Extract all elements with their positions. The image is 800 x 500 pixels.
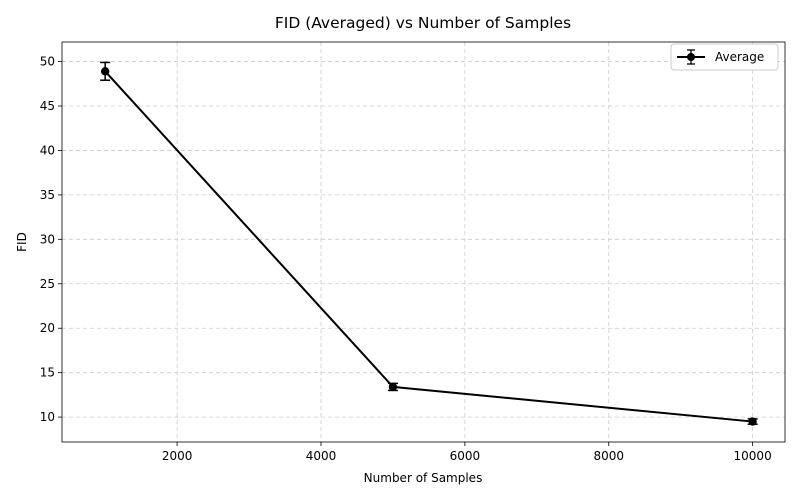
data-point bbox=[100, 67, 110, 76]
x-tick-label: 8000 bbox=[593, 449, 624, 463]
y-tick-label: 10 bbox=[40, 410, 55, 424]
x-tick-label: 10000 bbox=[734, 449, 772, 463]
x-axis-ticks: 2000 4000 6000 8000 10000 bbox=[162, 442, 772, 463]
y-tick-label: 45 bbox=[40, 99, 55, 113]
legend-box bbox=[670, 43, 779, 71]
data-point bbox=[388, 382, 398, 392]
y-tick-label: 35 bbox=[40, 188, 55, 202]
y-tick-label: 30 bbox=[40, 232, 55, 246]
legend: Average bbox=[670, 43, 779, 71]
legend-line-icon bbox=[677, 49, 705, 65]
legend-label-average: Average bbox=[715, 50, 764, 64]
chart-title: FID (Averaged) vs Number of Samples bbox=[275, 14, 571, 32]
grid-lines bbox=[62, 42, 785, 442]
y-tick-label: 15 bbox=[40, 366, 55, 380]
data-point bbox=[748, 417, 757, 426]
y-tick-label: 25 bbox=[40, 277, 55, 291]
x-tick-label: 6000 bbox=[450, 449, 481, 463]
plot-frame bbox=[61, 41, 786, 443]
y-axis-label: FID bbox=[15, 232, 29, 252]
y-tick-label: 40 bbox=[40, 143, 55, 157]
x-tick-label: 4000 bbox=[306, 449, 337, 463]
y-tick-label: 20 bbox=[40, 321, 55, 335]
y-tick-label: 50 bbox=[40, 55, 55, 69]
y-axis-ticks: 10 15 20 25 30 35 40 45 50 bbox=[40, 55, 62, 424]
x-tick-label: 2000 bbox=[162, 449, 193, 463]
series-layer bbox=[100, 61, 758, 426]
x-axis-label: Number of Samples bbox=[364, 471, 483, 485]
legend-marker bbox=[687, 53, 695, 61]
